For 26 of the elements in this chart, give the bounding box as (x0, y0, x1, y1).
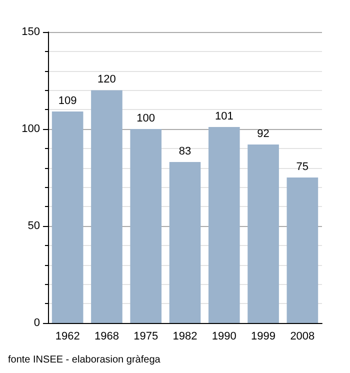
y-tick-label: 100 (22, 123, 40, 135)
x-tick-label: 1990 (212, 330, 236, 342)
x-tick-label: 1975 (134, 330, 158, 342)
data-label: 109 (58, 95, 77, 108)
source-note: fonte INSEE - elaborasion gràfega (8, 354, 161, 366)
bar (208, 127, 240, 323)
bar (91, 90, 122, 323)
y-tick-label: 0 (34, 317, 40, 329)
bar (130, 129, 162, 323)
data-label: 100 (136, 112, 156, 124)
data-label: 120 (98, 74, 116, 86)
y-tick-label: 50 (28, 220, 40, 232)
x-tick-label: 1999 (251, 330, 276, 342)
y-tick-label: 150 (22, 26, 40, 38)
bar (286, 178, 318, 323)
x-tick-label: 2008 (290, 330, 315, 342)
bar (248, 144, 279, 323)
x-tick-label: 1982 (172, 330, 198, 342)
bar (169, 162, 201, 323)
data-label: 83 (178, 145, 192, 158)
x-tick-label: 1968 (94, 330, 119, 342)
x-tick-label: 1962 (55, 330, 80, 342)
data-label: 92 (257, 128, 270, 140)
data-label: 75 (296, 161, 309, 173)
data-label: 101 (214, 110, 234, 123)
bar (52, 112, 84, 323)
